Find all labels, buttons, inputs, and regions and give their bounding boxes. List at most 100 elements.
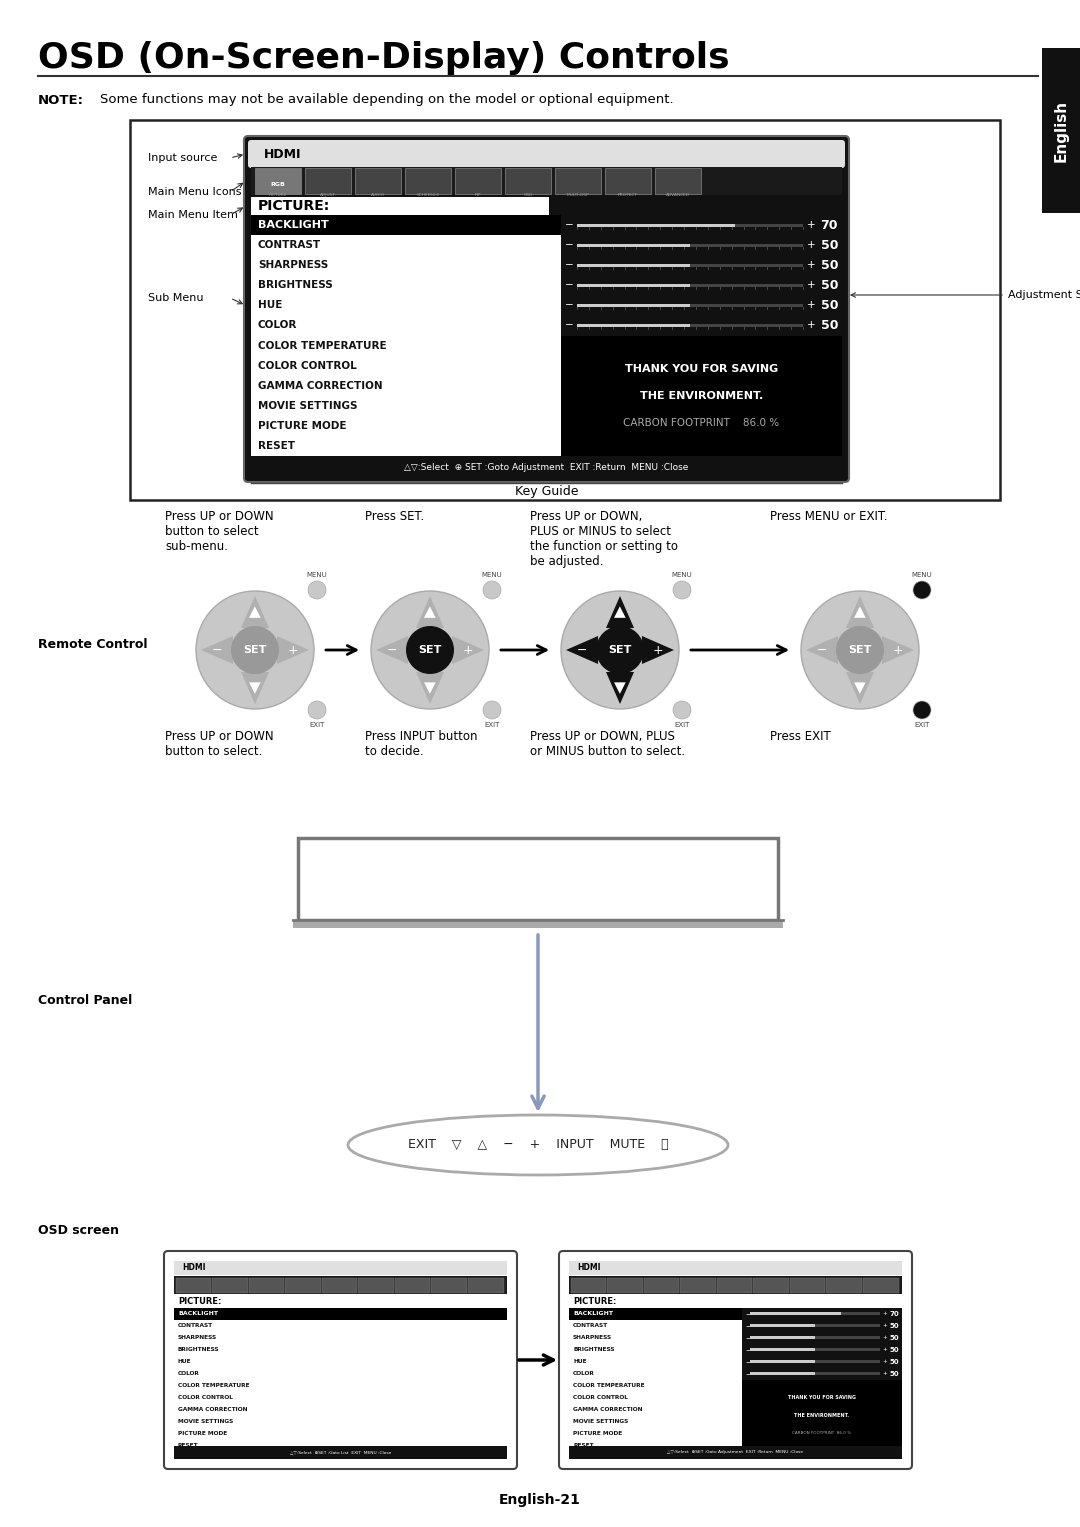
Text: +: + [807, 260, 815, 270]
Text: CARBON FOOTPRINT    86.0 %: CARBON FOOTPRINT 86.0 % [623, 418, 780, 429]
Text: Sub Menu: Sub Menu [148, 293, 203, 302]
Text: COLOR CONTROL: COLOR CONTROL [178, 1394, 233, 1400]
Text: 50: 50 [889, 1359, 899, 1365]
FancyBboxPatch shape [405, 168, 451, 194]
Text: COLOR CONTROL: COLOR CONTROL [258, 360, 356, 371]
Text: SET: SET [243, 644, 267, 655]
FancyBboxPatch shape [1042, 47, 1080, 212]
Text: English: English [1053, 99, 1068, 162]
FancyBboxPatch shape [826, 1278, 862, 1292]
Text: ▼: ▼ [615, 681, 626, 695]
Polygon shape [806, 637, 838, 664]
Polygon shape [416, 672, 444, 704]
FancyBboxPatch shape [750, 1361, 880, 1364]
Text: THANK YOU FOR SAVING: THANK YOU FOR SAVING [625, 365, 778, 374]
FancyBboxPatch shape [863, 1278, 899, 1292]
FancyBboxPatch shape [569, 1295, 758, 1309]
FancyBboxPatch shape [570, 1278, 606, 1292]
Text: 50: 50 [821, 258, 838, 272]
Text: EXIT: EXIT [484, 722, 500, 728]
Text: MENU: MENU [672, 573, 692, 579]
Text: SCHEDULE: SCHEDULE [417, 192, 440, 197]
FancyBboxPatch shape [174, 1309, 507, 1319]
Text: +: + [652, 643, 663, 657]
Text: Adjustment Settings: Adjustment Settings [1008, 290, 1080, 299]
Ellipse shape [372, 591, 489, 709]
Text: GAMMA CORRECTION: GAMMA CORRECTION [573, 1406, 643, 1412]
FancyBboxPatch shape [293, 919, 783, 928]
FancyBboxPatch shape [742, 1309, 902, 1451]
Text: Press INPUT button
to decide.: Press INPUT button to decide. [365, 730, 477, 757]
Text: HDMI: HDMI [183, 1263, 205, 1272]
Text: 50: 50 [889, 1335, 899, 1341]
Text: −: − [565, 281, 573, 290]
FancyBboxPatch shape [130, 121, 1000, 499]
Text: MOVIE SETTINGS: MOVIE SETTINGS [573, 1419, 629, 1423]
FancyBboxPatch shape [654, 168, 701, 194]
Text: +: + [462, 643, 473, 657]
Text: ▲: ▲ [424, 605, 436, 620]
Text: −: − [745, 1324, 750, 1328]
FancyBboxPatch shape [569, 1309, 742, 1319]
Text: −: − [387, 643, 397, 657]
FancyBboxPatch shape [244, 136, 849, 483]
FancyBboxPatch shape [569, 1277, 902, 1293]
FancyBboxPatch shape [164, 1251, 517, 1469]
FancyBboxPatch shape [577, 324, 690, 327]
FancyBboxPatch shape [750, 1313, 841, 1315]
Text: −: − [565, 260, 573, 270]
Text: Press UP or DOWN, PLUS
or MINUS button to select.: Press UP or DOWN, PLUS or MINUS button t… [530, 730, 685, 757]
Polygon shape [276, 637, 309, 664]
FancyBboxPatch shape [750, 1361, 815, 1364]
FancyBboxPatch shape [251, 197, 549, 215]
FancyBboxPatch shape [174, 1277, 507, 1293]
FancyBboxPatch shape [468, 1278, 503, 1292]
Text: △▽:Select  ⊕ SET :Goto Adjustment  EXIT :Return  MENU :Close: △▽:Select ⊕ SET :Goto Adjustment EXIT :R… [404, 463, 689, 472]
FancyBboxPatch shape [359, 1278, 394, 1292]
Text: Control Panel: Control Panel [38, 994, 132, 1006]
Text: COLOR: COLOR [178, 1371, 200, 1376]
Text: Main Menu Icons: Main Menu Icons [148, 186, 242, 197]
FancyBboxPatch shape [569, 1446, 902, 1458]
Text: +: + [807, 220, 815, 231]
FancyBboxPatch shape [750, 1324, 880, 1327]
Text: MENU: MENU [482, 573, 502, 579]
Text: CONTRAST: CONTRAST [573, 1324, 608, 1328]
Text: RESET: RESET [573, 1443, 594, 1448]
FancyBboxPatch shape [577, 223, 804, 226]
Text: CONTRAST: CONTRAST [178, 1324, 213, 1328]
FancyBboxPatch shape [680, 1278, 716, 1292]
Text: +: + [807, 281, 815, 290]
FancyBboxPatch shape [555, 168, 600, 194]
FancyBboxPatch shape [248, 140, 845, 168]
FancyBboxPatch shape [174, 1309, 507, 1451]
FancyBboxPatch shape [750, 1336, 880, 1339]
FancyBboxPatch shape [577, 244, 690, 247]
Text: OSD: OSD [524, 192, 532, 197]
Text: BACKLIGHT: BACKLIGHT [573, 1312, 613, 1316]
FancyBboxPatch shape [607, 1278, 643, 1292]
FancyBboxPatch shape [174, 1295, 363, 1309]
Text: HUE: HUE [573, 1359, 586, 1364]
Text: 70: 70 [821, 218, 838, 232]
Polygon shape [606, 596, 634, 628]
Text: OSD (On-Screen-Display) Controls: OSD (On-Screen-Display) Controls [38, 41, 730, 75]
Text: −: − [745, 1347, 750, 1353]
Text: MENU: MENU [307, 573, 327, 579]
FancyBboxPatch shape [355, 168, 401, 194]
Text: THE ENVIRONMENT.: THE ENVIRONMENT. [639, 391, 764, 400]
FancyBboxPatch shape [285, 1278, 321, 1292]
FancyBboxPatch shape [644, 1278, 679, 1292]
FancyBboxPatch shape [175, 1278, 211, 1292]
FancyBboxPatch shape [505, 168, 551, 194]
Text: PIP: PIP [475, 192, 482, 197]
Text: ▼: ▼ [424, 681, 436, 695]
Circle shape [596, 626, 644, 673]
Text: −: − [745, 1312, 750, 1316]
Polygon shape [566, 637, 598, 664]
Circle shape [406, 626, 454, 673]
FancyBboxPatch shape [174, 1261, 507, 1275]
Text: HDMI: HDMI [264, 148, 301, 160]
Text: ▲: ▲ [854, 605, 866, 620]
Text: 50: 50 [821, 279, 838, 292]
